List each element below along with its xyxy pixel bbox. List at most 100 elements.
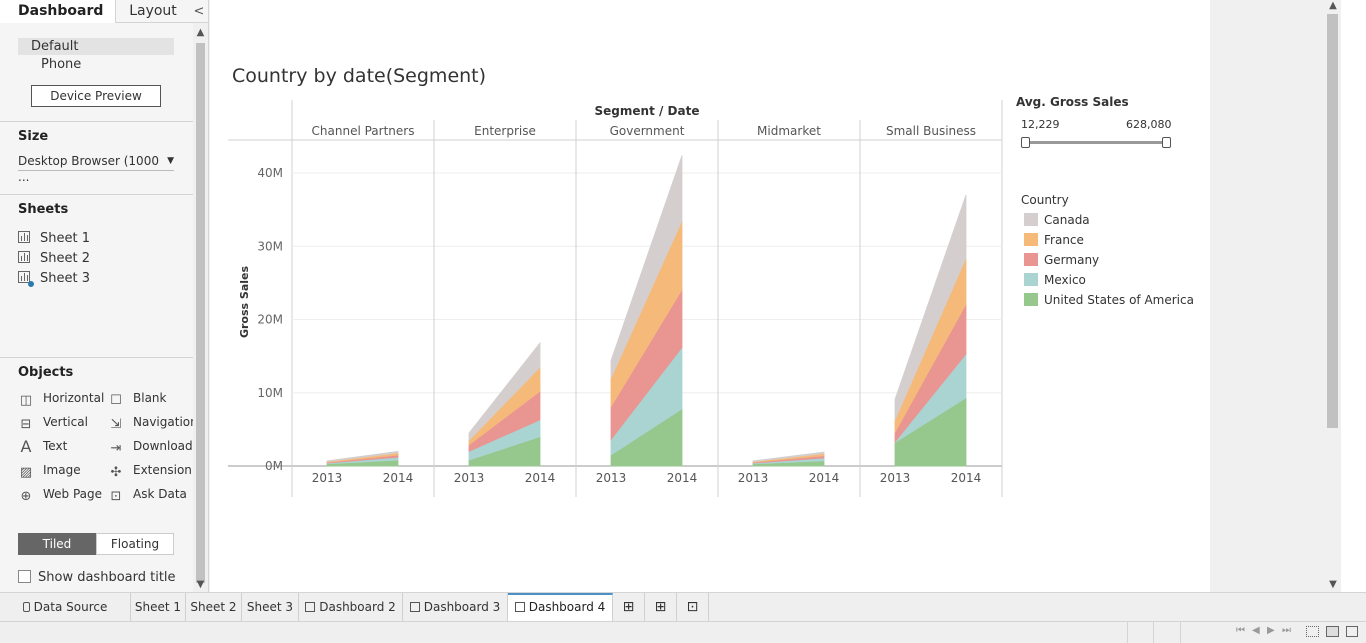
legend-item[interactable]: France bbox=[1024, 233, 1084, 247]
object-download[interactable]: ⇥ Download bbox=[108, 438, 193, 456]
device-phone[interactable]: Phone bbox=[41, 57, 82, 72]
filmstrip-icon[interactable] bbox=[1326, 626, 1339, 637]
sheet-item[interactable]: Sheet 1 bbox=[18, 230, 90, 248]
object-blank[interactable]: ☐ Blank bbox=[108, 390, 166, 408]
y-tick-label: 40M bbox=[257, 166, 283, 180]
tab-data-source[interactable]: Data Source bbox=[0, 593, 131, 621]
new-story-icon: ⊡ bbox=[686, 599, 699, 615]
x-tick-label: 2013 bbox=[454, 471, 485, 485]
worksheet-icon bbox=[18, 251, 30, 263]
scroll-thumb[interactable] bbox=[196, 43, 205, 583]
x-tick-label: 2013 bbox=[880, 471, 911, 485]
new-dashboard-icon: ⊞ bbox=[654, 599, 667, 615]
area-band bbox=[752, 451, 825, 463]
scroll-thumb[interactable] bbox=[1327, 14, 1338, 428]
scroll-down-icon[interactable]: ▼ bbox=[196, 579, 205, 590]
tab-dashboard-3[interactable]: Dashboard 3 bbox=[403, 593, 508, 621]
tab-dashboard-2[interactable]: Dashboard 2 bbox=[299, 593, 403, 621]
object-label: Download bbox=[133, 439, 193, 453]
legend-label: Canada bbox=[1044, 213, 1090, 227]
filter-max-value: 628,080 bbox=[1126, 118, 1172, 131]
new-dashboard-button[interactable]: ⊞ bbox=[645, 593, 677, 621]
collapse-pane-icon[interactable]: < bbox=[193, 4, 205, 19]
object-image[interactable]: ▨ Image bbox=[18, 462, 81, 480]
x-tick-label: 2014 bbox=[383, 471, 414, 485]
last-sheet-icon[interactable]: ⏭ bbox=[1282, 625, 1291, 636]
scroll-up-icon[interactable]: ▲ bbox=[1329, 0, 1337, 11]
object-ask-data[interactable]: ⊡ Ask Data bbox=[108, 486, 187, 504]
tab-sheet-3[interactable]: Sheet 3 bbox=[242, 593, 299, 621]
dashboard-pane: Dashboard Layout < Default Phone Device … bbox=[0, 0, 209, 592]
device-default[interactable]: Default bbox=[18, 38, 174, 55]
text-icon: A bbox=[20, 437, 32, 456]
panel-header: Enterprise bbox=[474, 124, 536, 138]
device-preview-button[interactable]: Device Preview bbox=[31, 85, 161, 107]
object-web-page[interactable]: ⊕ Web Page bbox=[18, 486, 102, 504]
worksheet-icon bbox=[18, 231, 30, 243]
size-value: Desktop Browser (1000 ... bbox=[18, 154, 159, 184]
canvas-scrollbar[interactable]: ▲ ▼ bbox=[1325, 0, 1341, 592]
status-bar: ⏮ ◀ ▶ ⏭ bbox=[0, 621, 1366, 643]
slider-min-handle[interactable] bbox=[1021, 137, 1030, 148]
object-extension[interactable]: ✣ Extension bbox=[108, 462, 192, 480]
pane-scrollbar[interactable]: ▲ ▼ bbox=[193, 23, 208, 592]
object-label: Navigation bbox=[133, 415, 198, 429]
slider-max-handle[interactable] bbox=[1162, 137, 1171, 148]
area-band bbox=[468, 341, 541, 442]
tab-label: Dashboard 2 bbox=[319, 600, 396, 614]
tab-sheet-1[interactable]: Sheet 1 bbox=[131, 593, 186, 621]
floating-button[interactable]: Floating bbox=[96, 533, 174, 555]
x-tick-label: 2014 bbox=[667, 471, 698, 485]
object-label: Image bbox=[43, 463, 81, 477]
new-worksheet-icon: ⊞ bbox=[622, 599, 635, 615]
divider bbox=[0, 357, 193, 358]
show-title-checkbox[interactable]: Show dashboard title bbox=[18, 570, 176, 586]
tab-label: Sheet 3 bbox=[246, 600, 294, 614]
dashboard-icon bbox=[305, 602, 316, 612]
tab-label: Dashboard 3 bbox=[423, 600, 501, 614]
legend-item[interactable]: Mexico bbox=[1024, 273, 1086, 287]
y-tick-label: 20M bbox=[257, 313, 283, 327]
dashboard-icon bbox=[514, 602, 525, 612]
legend-item[interactable]: Canada bbox=[1024, 213, 1090, 227]
x-tick-label: 2013 bbox=[312, 471, 343, 485]
scroll-up-icon[interactable]: ▲ bbox=[196, 27, 205, 38]
object-navigation[interactable]: ⇲ Navigation bbox=[108, 414, 198, 432]
size-dropdown[interactable]: Desktop Browser (1000 ... ▼ bbox=[18, 153, 174, 184]
tab-label: Sheet 2 bbox=[190, 600, 237, 614]
sheet-item[interactable]: Sheet 3 bbox=[18, 270, 90, 288]
next-sheet-icon[interactable]: ▶ bbox=[1267, 625, 1275, 636]
scroll-down-icon[interactable]: ▼ bbox=[1329, 579, 1337, 590]
tiled-button[interactable]: Tiled bbox=[18, 533, 96, 555]
tab-dashboard-4[interactable]: Dashboard 4 bbox=[508, 593, 613, 621]
vertical-container-icon: ⊟ bbox=[20, 417, 32, 432]
column-header: Segment / Date bbox=[595, 104, 700, 118]
object-horizontal[interactable]: ◫ Horizontal bbox=[18, 390, 104, 408]
tab-sheet-2[interactable]: Sheet 2 bbox=[186, 593, 242, 621]
checkbox-icon bbox=[18, 570, 31, 583]
tab-layout[interactable]: Layout bbox=[115, 0, 190, 23]
sheet-sorter-icon[interactable] bbox=[1306, 626, 1319, 637]
tab-label: Sheet 1 bbox=[134, 600, 182, 614]
sheet-item[interactable]: Sheet 2 bbox=[18, 250, 90, 268]
new-story-button[interactable]: ⊡ bbox=[677, 593, 709, 621]
object-label: Extension bbox=[133, 463, 192, 477]
extension-icon: ✣ bbox=[110, 465, 122, 480]
new-worksheet-button[interactable]: ⊞ bbox=[613, 593, 645, 621]
filter-min-value: 12,229 bbox=[1021, 118, 1060, 131]
tabs-view-icon[interactable] bbox=[1346, 626, 1358, 637]
object-text[interactable]: A Text bbox=[18, 437, 68, 456]
range-slider-track[interactable] bbox=[1025, 141, 1166, 144]
previous-sheet-icon[interactable]: ◀ bbox=[1252, 625, 1260, 636]
first-sheet-icon[interactable]: ⏮ bbox=[1236, 625, 1245, 636]
tab-dashboard[interactable]: Dashboard bbox=[0, 0, 115, 23]
legend-swatch bbox=[1024, 273, 1038, 286]
legend-item[interactable]: United States of America bbox=[1024, 293, 1194, 307]
horizontal-container-icon: ◫ bbox=[19, 393, 33, 408]
show-title-label: Show dashboard title bbox=[38, 570, 176, 585]
dashboard-icon bbox=[409, 602, 420, 612]
legend-item[interactable]: Germany bbox=[1024, 253, 1099, 267]
sheet-label: Sheet 1 bbox=[40, 231, 90, 246]
object-label: Text bbox=[43, 439, 68, 453]
object-vertical[interactable]: ⊟ Vertical bbox=[18, 414, 88, 432]
